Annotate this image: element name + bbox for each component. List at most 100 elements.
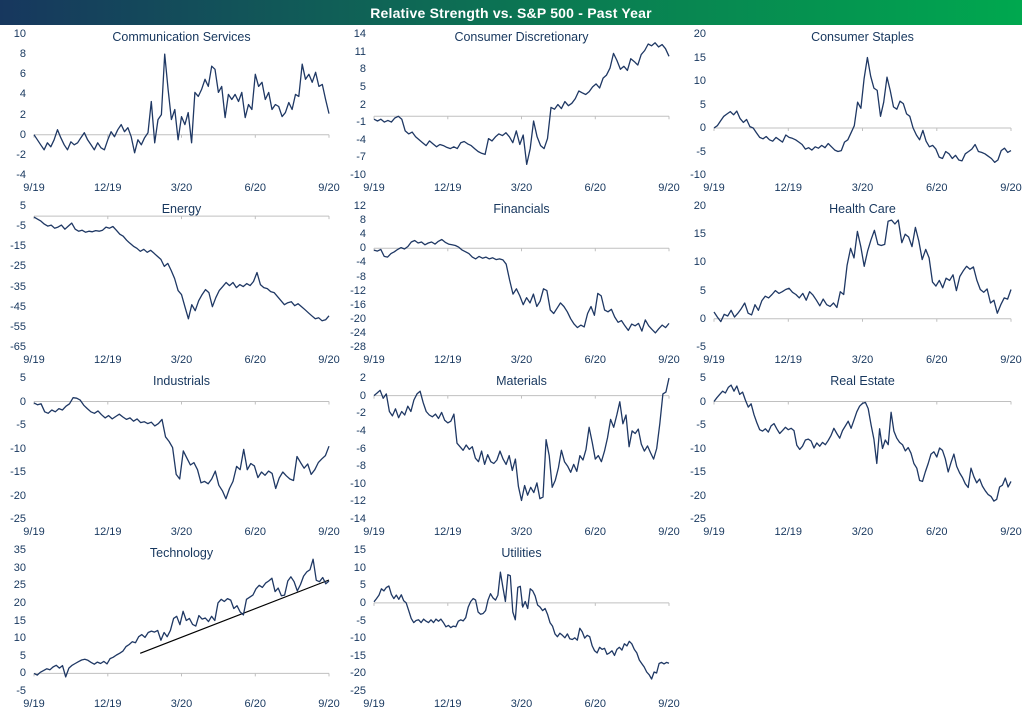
y-axis-labels: 35 30 25 20 15 10 5 0 -5 [0,544,29,697]
x-tick-label: 12/19 [774,182,803,194]
x-tick-label: 6/20 [244,526,266,538]
line-chart-svg [33,397,330,500]
x-tick-label: 9/20 [1000,526,1022,538]
plot-area [33,206,330,347]
y-tick-label: 0 [359,242,366,255]
data-series-line [33,397,330,500]
x-tick-label: 12/19 [433,354,462,366]
y-tick-label: -12 [350,284,366,297]
y-tick-label: 10 [693,256,706,269]
y-tick-label: -15 [10,466,26,478]
x-axis-labels: 9/19 12/19 3/20 6/20 9/20 [23,354,339,368]
y-tick-label: -1 [356,116,366,129]
x-tick-label: 12/19 [93,182,122,194]
chart-title: Consumer Staples [811,30,914,44]
chart-title: Financials [493,202,550,216]
chart-panel: Utilities 15 10 5 0 -5 -10 -15 -20 -25 9/19 12/19… [340,543,680,715]
y-tick-label: -25 [10,513,26,525]
line-chart-svg [33,215,330,322]
y-tick-label: -45 [10,300,26,313]
y-tick-label: 0 [359,596,366,609]
y-tick-label: 2 [19,108,26,121]
x-tick-label: 3/20 [510,698,533,710]
x-axis-labels: 9/19 12/19 3/20 6/20 9/20 [363,182,679,196]
line-chart-svg [713,56,1012,163]
line-chart-svg [33,558,330,678]
chart-title: Consumer Discretionary [454,30,589,44]
x-tick-label: 9/19 [703,354,725,366]
y-tick-label: -24 [350,326,366,339]
chart-panel: Health Care 20 15 10 5 0 -5 9/19 12/19 3/20 6/20… [680,199,1022,371]
x-tick-label: 12/19 [433,526,462,538]
zero-axis-line [373,602,670,606]
x-axis-labels: 9/19 12/19 3/20 6/20 9/20 [363,354,679,368]
zero-axis-line [373,395,670,399]
y-tick-label: -2 [16,148,26,161]
plot-area [713,378,1012,519]
line-chart-svg [373,238,670,334]
x-tick-label: 12/19 [774,526,803,538]
x-tick-label: 9/19 [363,354,385,366]
y-tick-label: -10 [690,169,706,181]
y-tick-label: 2 [359,98,366,111]
x-tick-label: 6/20 [584,354,606,366]
y-tick-label: 10 [13,28,26,40]
y-tick-label: -10 [690,442,706,455]
x-tick-label: 9/19 [23,182,45,194]
plot-area [373,550,670,691]
y-tick-label: 30 [13,561,26,574]
y-tick-label: 14 [353,28,366,40]
x-tick-label: 3/20 [170,526,193,538]
x-tick-label: 12/19 [774,354,803,366]
x-tick-label: 3/20 [851,526,874,538]
x-tick-label: 6/20 [926,354,948,366]
y-tick-label: -14 [350,513,366,525]
y-tick-label: 5 [359,579,366,592]
data-series-line [33,53,330,154]
y-tick-label: 5 [19,372,26,384]
chart-panel: Consumer Staples 20 15 10 5 0 -5 -10 9/19 12/19… [680,27,1022,199]
y-tick-label: -7 [356,151,366,164]
y-axis-labels: 2 0 -2 -4 -6 -8 -10 -12 -14 [340,372,369,525]
x-tick-label: 9/19 [363,526,385,538]
y-tick-label: -10 [10,442,26,455]
y-tick-label: -8 [356,270,366,283]
y-tick-label: 35 [13,544,26,556]
x-tick-label: 3/20 [170,182,193,194]
plot-area [373,34,670,175]
x-tick-label: 9/19 [23,354,45,366]
y-tick-label: -5 [16,419,26,431]
x-tick-label: 12/19 [93,698,122,710]
y-tick-label: -8 [356,460,366,473]
chart-title: Energy [161,202,202,216]
x-tick-label: 6/20 [244,354,266,366]
zero-axis-line [33,672,330,677]
y-tick-label: 12 [353,200,366,212]
plot-area [33,34,330,175]
zero-axis-line [33,215,330,220]
y-tick-label: -12 [350,495,366,508]
y-tick-label: 0 [699,395,706,408]
x-tick-label: 6/20 [584,698,606,710]
y-tick-label: 20 [13,596,26,609]
y-tick-label: -15 [10,240,26,253]
x-tick-label: 3/20 [510,182,533,194]
y-tick-label: -4 [16,169,26,181]
chart-panel: Industrials 5 0 -5 -10 -15 -20 -25 9/19 12/19 3/… [0,371,340,543]
zero-axis-line [33,401,330,405]
line-chart-svg [373,42,670,166]
trendline [139,579,330,654]
x-tick-label: 9/20 [318,698,340,710]
x-tick-label: 3/20 [851,354,874,366]
y-tick-label: -5 [696,341,706,353]
x-tick-label: 3/20 [510,526,533,538]
y-axis-labels: 20 15 10 5 0 -5 -10 [680,28,709,181]
y-tick-label: 5 [699,284,706,297]
y-tick-label: 20 [693,28,706,40]
charts-grid: Communication Services 10 8 6 4 2 0 -2 -4 9/19 1… [0,27,1022,715]
y-tick-label: -15 [690,466,706,478]
zero-axis-line [373,247,670,252]
plot-area [33,378,330,519]
x-tick-label: 9/19 [703,182,725,194]
